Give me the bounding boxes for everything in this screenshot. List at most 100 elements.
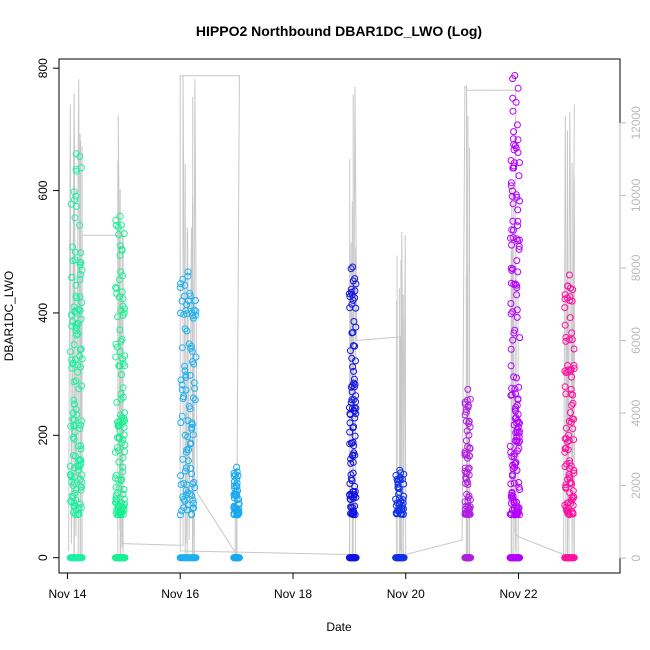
y-tick-label: 600 <box>36 180 50 200</box>
data-point <box>70 396 78 404</box>
data-point <box>512 144 520 152</box>
data-point <box>352 323 360 331</box>
data-point <box>117 306 125 314</box>
data-point <box>121 448 129 456</box>
data-point <box>508 384 516 392</box>
data-point <box>77 504 85 512</box>
data-point <box>67 473 75 481</box>
data-point <box>570 554 578 562</box>
data-point <box>464 481 472 488</box>
data-point <box>71 214 79 222</box>
data-point <box>564 282 572 290</box>
data-point <box>71 196 79 204</box>
data-point <box>116 242 124 250</box>
data-point <box>562 484 570 492</box>
data-point <box>399 510 407 518</box>
data-point <box>119 295 127 303</box>
data-point <box>511 326 519 334</box>
data-point <box>78 471 86 479</box>
data-point <box>70 416 78 424</box>
data-point <box>232 471 239 479</box>
data-point <box>567 390 575 398</box>
data-point <box>188 309 196 317</box>
data-point <box>345 290 353 298</box>
data-point <box>516 554 524 562</box>
data-point <box>191 484 199 492</box>
data-point <box>514 84 522 92</box>
data-point <box>66 462 74 470</box>
data-point <box>561 383 569 391</box>
y2-tick-label: 8000 <box>629 254 643 281</box>
data-point <box>346 347 354 355</box>
data-point <box>182 464 190 472</box>
data-point <box>570 469 578 477</box>
data-point <box>77 486 85 494</box>
y2-tick-label: 2000 <box>629 472 643 499</box>
x-tick-label: Nov 16 <box>161 587 199 601</box>
data-point <box>112 471 120 479</box>
data-point <box>352 410 360 418</box>
data-point <box>190 478 198 486</box>
data-point <box>70 188 78 196</box>
data-point <box>350 396 358 404</box>
data-point <box>508 187 516 195</box>
data-point <box>182 371 190 379</box>
data-point <box>564 361 572 369</box>
data-point <box>233 463 241 471</box>
data-point <box>511 415 519 423</box>
data-point <box>181 325 189 333</box>
data-point <box>511 385 519 393</box>
data-point <box>349 424 357 432</box>
data-point <box>570 436 578 444</box>
data-point <box>508 241 516 249</box>
data-point <box>78 382 85 390</box>
chart-title: HIPPO2 Northbound DBAR1DC_LWO (Log) <box>196 23 482 39</box>
data-point <box>515 444 523 452</box>
data-point <box>72 324 80 331</box>
data-point <box>120 230 128 238</box>
data-point <box>569 425 577 433</box>
data-point <box>570 345 578 353</box>
data-point <box>509 94 517 102</box>
data-point <box>191 396 199 404</box>
data-point <box>349 329 357 336</box>
data-point <box>509 217 517 225</box>
data-point <box>188 347 196 355</box>
data-point <box>189 480 197 488</box>
data-point <box>514 206 522 214</box>
data-point <box>192 353 200 361</box>
data-point <box>181 282 189 289</box>
data-point <box>348 439 356 447</box>
data-point <box>119 355 126 363</box>
data-point <box>73 309 80 317</box>
x-axis-label: Date <box>326 620 352 634</box>
data-point <box>77 164 85 172</box>
data-point <box>116 212 124 220</box>
data-point <box>78 266 86 274</box>
data-point <box>464 403 472 411</box>
data-point <box>68 478 76 486</box>
data-point <box>562 390 570 398</box>
data-point <box>120 486 128 493</box>
data-point <box>184 433 192 441</box>
data-point <box>184 272 192 280</box>
data-point <box>78 554 86 562</box>
data-point <box>466 395 474 403</box>
data-point <box>71 511 79 519</box>
data-point <box>117 476 125 484</box>
data-point <box>74 462 82 470</box>
data-point <box>569 286 577 294</box>
data-point <box>72 321 80 329</box>
data-point <box>513 374 520 382</box>
data-point <box>562 333 570 341</box>
data-point <box>230 478 238 486</box>
data-point <box>77 249 85 257</box>
data-point <box>515 172 523 180</box>
data-point <box>564 438 572 446</box>
x-axis: Nov 14 Nov 16 Nov 18 Nov 20 Nov 22 <box>48 572 538 601</box>
data-point <box>111 448 119 456</box>
data-point <box>508 266 516 274</box>
data-point <box>181 367 189 375</box>
data-point <box>77 315 85 323</box>
data-point <box>508 453 516 461</box>
